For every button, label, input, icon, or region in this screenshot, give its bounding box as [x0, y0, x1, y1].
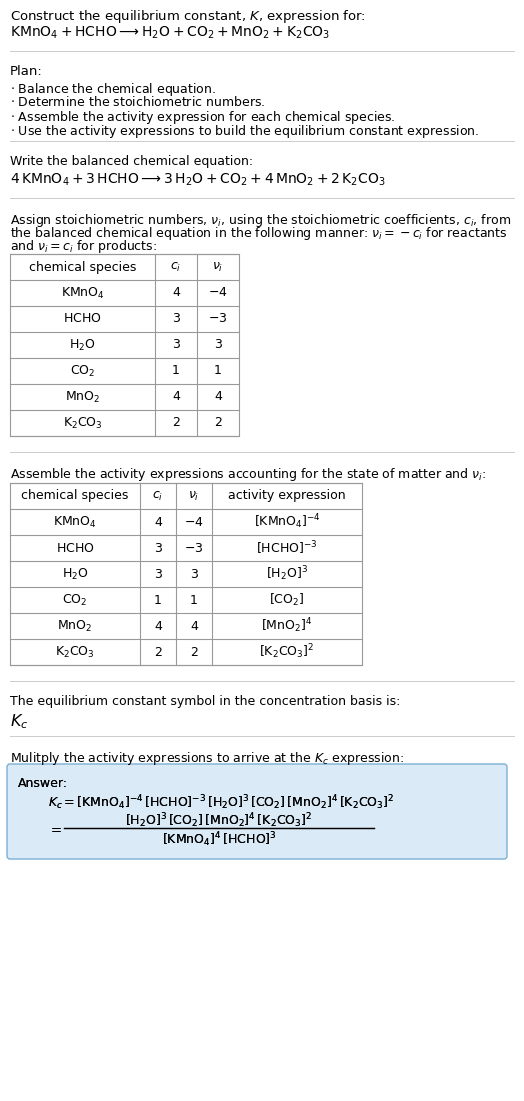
Text: Mulitply the activity expressions to arrive at the $K_c$ expression:: Mulitply the activity expressions to arr…	[10, 750, 405, 767]
Text: $[\mathrm{HCHO}]^{-3}$: $[\mathrm{HCHO}]^{-3}$	[256, 539, 318, 557]
Text: $\cdot$ Assemble the activity expression for each chemical species.: $\cdot$ Assemble the activity expression…	[10, 109, 396, 126]
Text: 3: 3	[154, 567, 162, 580]
Text: Write the balanced chemical equation:: Write the balanced chemical equation:	[10, 155, 253, 168]
FancyBboxPatch shape	[7, 764, 507, 859]
Text: $\mathrm{CO_2}$: $\mathrm{CO_2}$	[70, 363, 95, 379]
Text: 1: 1	[214, 364, 222, 378]
Text: $-4$: $-4$	[208, 286, 228, 299]
Text: 4: 4	[190, 620, 198, 632]
Text: $\mathrm{KMnO_4}$: $\mathrm{KMnO_4}$	[61, 285, 104, 301]
Text: $\mathrm{MnO_2}$: $\mathrm{MnO_2}$	[65, 390, 100, 404]
Text: $\mathrm{KMnO_4 + HCHO \longrightarrow H_2O + CO_2 + MnO_2 + K_2CO_3}$: $\mathrm{KMnO_4 + HCHO \longrightarrow H…	[10, 25, 330, 42]
Text: $[\mathrm{H_2O}]^3\,[\mathrm{CO_2}]\,[\mathrm{MnO_2}]^4\,[\mathrm{K_2CO_3}]^2$: $[\mathrm{H_2O}]^3\,[\mathrm{CO_2}]\,[\m…	[125, 811, 313, 830]
Text: $\mathit{K_c}$: $\mathit{K_c}$	[10, 712, 28, 731]
Text: $\mathrm{CO_2}$: $\mathrm{CO_2}$	[62, 592, 88, 608]
Text: Assemble the activity expressions accounting for the state of matter and $\nu_i$: Assemble the activity expressions accoun…	[10, 466, 486, 483]
Text: Assign stoichiometric numbers, $\nu_i$, using the stoichiometric coefficients, $: Assign stoichiometric numbers, $\nu_i$, …	[10, 212, 511, 229]
Text: $\cdot$ Balance the chemical equation.: $\cdot$ Balance the chemical equation.	[10, 81, 216, 98]
Text: $[\mathrm{KMnO_4}]^{-4}$: $[\mathrm{KMnO_4}]^{-4}$	[254, 513, 321, 532]
Text: $\cdot$ Determine the stoichiometric numbers.: $\cdot$ Determine the stoichiometric num…	[10, 95, 265, 109]
Text: $\mathrm{4\,KMnO_4 + 3\,HCHO \longrightarrow 3\,H_2O + CO_2 + 4\,MnO_2 + 2\,K_2C: $\mathrm{4\,KMnO_4 + 3\,HCHO \longrighta…	[10, 172, 386, 188]
Text: 2: 2	[190, 645, 198, 658]
Text: Plan:: Plan:	[10, 65, 43, 78]
Text: activity expression: activity expression	[228, 490, 346, 502]
Text: $-3$: $-3$	[184, 542, 204, 555]
Text: $c_i$: $c_i$	[152, 490, 163, 502]
Text: $\mathrm{K_2CO_3}$: $\mathrm{K_2CO_3}$	[62, 415, 102, 430]
Text: Answer:: Answer:	[18, 777, 68, 791]
Text: 4: 4	[214, 391, 222, 403]
Text: $c_i$: $c_i$	[170, 261, 182, 273]
Text: $[\mathrm{H_2O}]^3$: $[\mathrm{H_2O}]^3$	[266, 565, 308, 584]
Text: $\mathrm{K_2CO_3}$: $\mathrm{K_2CO_3}$	[55, 644, 95, 659]
Text: $[\mathrm{H_2O}]^3\,[\mathrm{CO_2}]\,[\mathrm{MnO_2}]^4\,[\mathrm{K_2CO_3}]^2$: $[\mathrm{H_2O}]^3\,[\mathrm{CO_2}]\,[\m…	[125, 811, 313, 830]
Text: and $\nu_i = c_i$ for products:: and $\nu_i = c_i$ for products:	[10, 238, 157, 255]
Text: $[\mathrm{K_2CO_3}]^2$: $[\mathrm{K_2CO_3}]^2$	[259, 643, 315, 662]
Text: 3: 3	[190, 567, 198, 580]
Text: $=$: $=$	[48, 822, 62, 836]
Text: $\mathrm{HCHO}$: $\mathrm{HCHO}$	[56, 542, 94, 555]
Text: Construct the equilibrium constant, $K$, expression for:: Construct the equilibrium constant, $K$,…	[10, 8, 366, 25]
Text: chemical species: chemical species	[21, 490, 129, 502]
Text: 3: 3	[172, 313, 180, 326]
Text: $\mathrm{KMnO_4}$: $\mathrm{KMnO_4}$	[53, 514, 97, 530]
Text: $\mathrm{HCHO}$: $\mathrm{HCHO}$	[63, 313, 102, 326]
Text: 2: 2	[154, 645, 162, 658]
Text: 4: 4	[154, 515, 162, 528]
Text: $[\mathrm{MnO_2}]^4$: $[\mathrm{MnO_2}]^4$	[261, 617, 313, 635]
Text: 3: 3	[214, 338, 222, 351]
Text: $\mathrm{H_2O}$: $\mathrm{H_2O}$	[69, 337, 96, 352]
Text: $[\mathrm{KMnO_4}]^4\,[\mathrm{HCHO}]^3$: $[\mathrm{KMnO_4}]^4\,[\mathrm{HCHO}]^3$	[161, 830, 276, 849]
Text: $=$: $=$	[48, 822, 62, 836]
Text: $\mathrm{MnO_2}$: $\mathrm{MnO_2}$	[57, 619, 93, 633]
Bar	[10, 254, 239, 436]
Text: $K_c = [\mathrm{KMnO_4}]^{-4}\,[\mathrm{HCHO}]^{-3}\,[\mathrm{H_2O}]^3\,[\mathrm: $K_c = [\mathrm{KMnO_4}]^{-4}\,[\mathrm{…	[48, 793, 395, 811]
Text: 1: 1	[172, 364, 180, 378]
Text: 1: 1	[190, 593, 198, 607]
Text: $[\mathrm{CO_2}]$: $[\mathrm{CO_2}]$	[269, 592, 304, 608]
Text: $K_c = [\mathrm{KMnO_4}]^{-4}\,[\mathrm{HCHO}]^{-3}\,[\mathrm{H_2O}]^3\,[\mathrm: $K_c = [\mathrm{KMnO_4}]^{-4}\,[\mathrm{…	[48, 793, 395, 811]
Text: 1: 1	[154, 593, 162, 607]
Text: $-4$: $-4$	[184, 515, 204, 528]
Text: chemical species: chemical species	[29, 261, 136, 273]
Text: 3: 3	[154, 542, 162, 555]
Bar	[10, 483, 362, 665]
Text: the balanced chemical equation in the following manner: $\nu_i = -c_i$ for react: the balanced chemical equation in the fo…	[10, 225, 507, 242]
Text: 3: 3	[172, 338, 180, 351]
Text: $\nu_i$: $\nu_i$	[188, 490, 200, 502]
Text: $[\mathrm{KMnO_4}]^4\,[\mathrm{HCHO}]^3$: $[\mathrm{KMnO_4}]^4\,[\mathrm{HCHO}]^3$	[161, 830, 276, 849]
Text: The equilibrium constant symbol in the concentration basis is:: The equilibrium constant symbol in the c…	[10, 695, 400, 708]
Text: 4: 4	[172, 286, 180, 299]
Text: $\mathrm{H_2O}$: $\mathrm{H_2O}$	[62, 566, 88, 581]
Text: 2: 2	[214, 416, 222, 429]
Text: 4: 4	[172, 391, 180, 403]
Text: 2: 2	[172, 416, 180, 429]
Text: $\nu_i$: $\nu_i$	[212, 261, 224, 273]
Text: 4: 4	[154, 620, 162, 632]
Text: $\cdot$ Use the activity expressions to build the equilibrium constant expressio: $\cdot$ Use the activity expressions to …	[10, 123, 479, 140]
Text: Answer:: Answer:	[18, 777, 68, 791]
Text: $-3$: $-3$	[209, 313, 228, 326]
